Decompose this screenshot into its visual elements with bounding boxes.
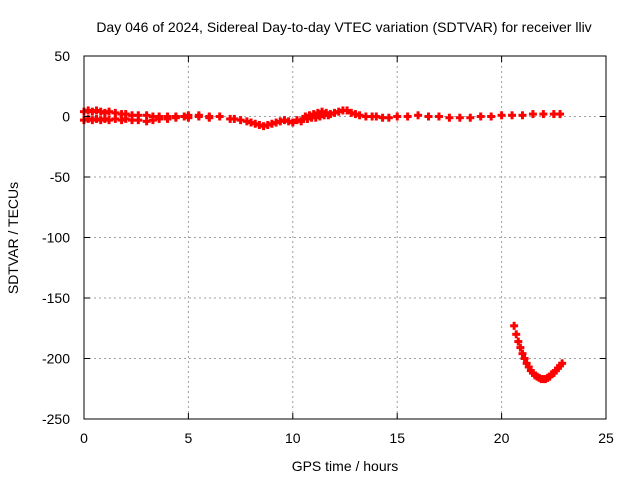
data-point	[518, 349, 527, 358]
data-point	[163, 114, 172, 123]
data-point	[476, 112, 485, 121]
x-tick-label: 0	[80, 430, 88, 446]
data-point	[384, 113, 393, 122]
data-point	[171, 112, 180, 121]
data-point	[134, 116, 143, 125]
data-point	[155, 114, 164, 123]
data-point	[466, 113, 475, 122]
data-point	[539, 110, 548, 119]
data-point	[514, 337, 523, 346]
data-point	[510, 321, 519, 330]
data-point	[556, 110, 565, 119]
x-tick-label: 15	[389, 430, 405, 446]
data-point	[455, 113, 464, 122]
data-point	[445, 113, 454, 122]
y-tick-label: -50	[50, 169, 70, 185]
data-point	[518, 111, 527, 120]
y-tick-label: 0	[62, 109, 70, 125]
data-point	[520, 354, 529, 363]
x-axis-label: GPS time / hours	[292, 458, 399, 474]
data-point	[184, 113, 193, 122]
data-point	[194, 111, 203, 120]
data-point	[558, 359, 567, 368]
x-tick-label: 25	[598, 430, 614, 446]
y-axis-label: SDTVAR / TECUs	[5, 182, 21, 294]
x-tick-label: 5	[185, 430, 193, 446]
data-point	[393, 112, 402, 121]
y-tick-label: -150	[42, 290, 70, 306]
data-point	[288, 118, 297, 127]
x-tick-label: 10	[285, 430, 301, 446]
x-tick-label: 20	[494, 430, 510, 446]
y-tick-label: -250	[42, 411, 70, 427]
data-points	[80, 106, 567, 384]
data-point	[516, 343, 525, 352]
data-point	[414, 111, 423, 120]
data-point	[508, 111, 517, 120]
y-tick-label: -200	[42, 351, 70, 367]
data-point	[205, 113, 214, 122]
data-point	[343, 106, 352, 115]
data-point	[512, 330, 521, 339]
data-point	[424, 112, 433, 121]
chart-title: Day 046 of 2024, Sidereal Day-to-day VTE…	[96, 19, 591, 35]
axis-ticks: 0 5 10 15 20 25 -250 -200 -150 -100 -50 0 50	[42, 48, 614, 446]
data-point	[487, 112, 496, 121]
data-point	[215, 112, 224, 121]
data-point	[528, 110, 537, 119]
data-point	[434, 112, 443, 121]
data-point	[403, 112, 412, 121]
data-point	[497, 111, 506, 120]
y-tick-label: 50	[54, 48, 70, 64]
y-tick-label: -100	[42, 230, 70, 246]
